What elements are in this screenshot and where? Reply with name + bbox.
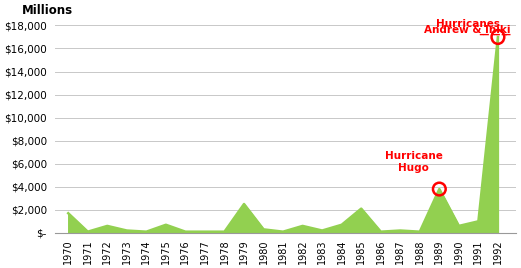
Text: Hurricane
Hugo: Hurricane Hugo bbox=[385, 151, 443, 173]
Text: Andrew & ̲I̲n̲i̲k̲i̲: Andrew & ̲I̲n̲i̲k̲i̲ bbox=[425, 24, 511, 35]
Text: Millions: Millions bbox=[22, 4, 73, 17]
Text: Hurricanes: Hurricanes bbox=[436, 19, 500, 29]
